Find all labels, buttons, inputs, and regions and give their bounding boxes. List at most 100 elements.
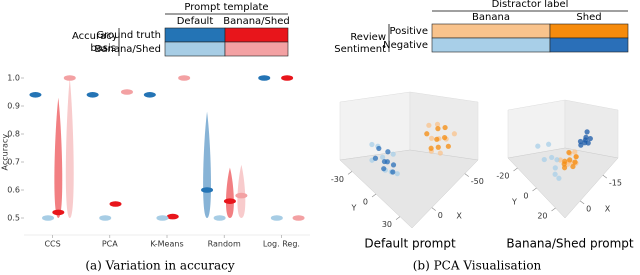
legend-swatch xyxy=(549,37,629,53)
point xyxy=(546,141,552,147)
legend-column: Default xyxy=(177,16,214,27)
subplot-title: Banana/Shed prompt xyxy=(506,237,634,251)
point xyxy=(390,151,396,157)
legend-row: Banana/Shed xyxy=(95,44,161,55)
accuracy-marker xyxy=(201,187,214,193)
y-tick xyxy=(371,193,377,198)
y-tick xyxy=(513,167,518,172)
x-tick-label: 0 xyxy=(586,204,591,213)
point xyxy=(578,142,584,148)
legend-row: Negative xyxy=(383,40,428,51)
accuracy-marker xyxy=(63,75,76,81)
y-tick-label: 30 xyxy=(382,220,392,229)
legend-swatch xyxy=(164,41,226,57)
subplot-title: Default prompt xyxy=(364,237,456,251)
x-axis-label: X xyxy=(605,205,611,214)
legend-swatch xyxy=(164,27,226,43)
point xyxy=(384,159,390,165)
point xyxy=(442,124,448,131)
accuracy-marker xyxy=(292,215,305,221)
point xyxy=(376,145,382,152)
legend-row-title-text: Accuracy basis xyxy=(72,31,116,54)
x-axis-label: X xyxy=(456,212,462,221)
y-tick-label: 0.7 xyxy=(7,158,20,167)
accuracy-marker xyxy=(213,215,226,221)
legend-column: Banana/Shed xyxy=(223,16,289,27)
legend-swatch xyxy=(549,23,629,39)
accuracy-marker xyxy=(42,215,55,221)
x-tick xyxy=(431,207,436,211)
point xyxy=(541,156,547,163)
point xyxy=(445,143,451,149)
caption: (a) Variation in accuracy xyxy=(85,259,235,273)
accuracy-marker xyxy=(270,215,283,221)
legend-row: Positive xyxy=(389,26,428,37)
y-axis-label: Accuracy xyxy=(1,134,10,171)
legend-swatch xyxy=(224,41,289,57)
point xyxy=(442,134,448,141)
point xyxy=(587,135,593,142)
y-axis-label: Y xyxy=(351,204,357,213)
accuracy-marker xyxy=(235,192,248,199)
y-tick-label: -30 xyxy=(331,175,344,184)
x-tick-label: CCS xyxy=(44,240,60,249)
x-tick-label: -15 xyxy=(609,179,622,188)
legend-swatch xyxy=(431,37,551,53)
point xyxy=(552,171,558,177)
floor xyxy=(339,149,479,229)
point xyxy=(429,135,435,141)
accuracy-marker xyxy=(258,75,271,81)
point xyxy=(535,143,541,149)
legend-row: Ground truth xyxy=(96,30,161,41)
point xyxy=(584,129,590,135)
point xyxy=(424,131,430,137)
point xyxy=(380,154,386,160)
legend-title: Distractor label xyxy=(492,0,569,10)
point xyxy=(573,154,579,160)
x-tick-label: K-Means xyxy=(150,240,183,249)
point xyxy=(570,163,576,170)
y-tick-label: 0 xyxy=(363,198,368,207)
accuracy-marker xyxy=(52,209,65,216)
point xyxy=(572,149,578,155)
x-tick-label: PCA xyxy=(102,240,118,249)
point xyxy=(437,150,443,156)
violin xyxy=(225,167,234,218)
y-tick-label: 0.6 xyxy=(7,186,20,195)
x-tick-label: Random xyxy=(208,240,241,249)
y-tick xyxy=(395,216,401,220)
point xyxy=(434,121,441,127)
y-axis-label: Y xyxy=(511,198,517,207)
x-tick-label: Log. Reg. xyxy=(263,240,300,249)
point xyxy=(434,136,440,142)
point xyxy=(556,175,562,181)
point xyxy=(385,149,391,155)
y-tick xyxy=(347,171,353,175)
violin xyxy=(65,78,74,218)
accuracy-marker xyxy=(143,92,156,98)
y-tick-label: 0 xyxy=(523,192,528,201)
point xyxy=(369,141,375,148)
accuracy-marker xyxy=(120,89,133,95)
pane xyxy=(339,91,411,161)
point xyxy=(561,161,567,167)
accuracy-marker xyxy=(109,201,122,207)
point xyxy=(372,155,379,161)
y-tick xyxy=(551,207,556,212)
legend-swatch xyxy=(431,23,551,39)
point xyxy=(428,145,434,151)
accuracy-marker xyxy=(29,92,42,98)
accuracy-marker xyxy=(156,215,169,221)
x-tick xyxy=(464,173,469,177)
point xyxy=(567,157,573,163)
legend-title: Prompt template xyxy=(184,2,268,13)
violin xyxy=(203,111,211,218)
caption: (b) PCA Visualisation xyxy=(413,259,542,273)
point xyxy=(426,122,432,128)
x-tick-label: 0 xyxy=(438,211,443,220)
violin xyxy=(237,164,246,218)
x-tick xyxy=(579,200,585,205)
point xyxy=(583,134,589,140)
accuracy-marker xyxy=(99,215,112,221)
y-tick-label: -20 xyxy=(496,172,509,181)
